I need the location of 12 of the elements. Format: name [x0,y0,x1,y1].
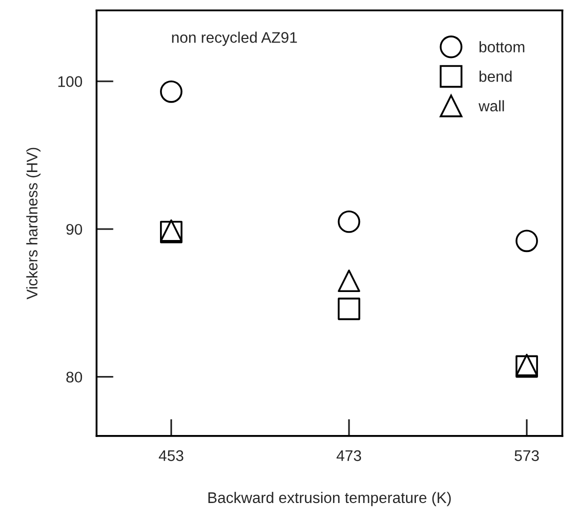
y-tick-label: 100 [58,76,82,87]
x-tick-label: 573 [514,450,539,462]
x-tick-label: 473 [336,450,362,462]
legend-label: bend [480,70,512,82]
y-axis-title: Vickers hardness (HV) [26,148,41,300]
legend-label: bottom [480,41,524,52]
annotation: non recycled AZ91 [172,32,297,46]
x-axis-title: Backward extrusion temperature (K) [208,492,451,506]
legend-label: wall [478,100,504,112]
x-tick-label: 453 [158,450,184,462]
y-tick-label: 80 [66,372,82,383]
y-tick-label: 90 [66,224,82,235]
